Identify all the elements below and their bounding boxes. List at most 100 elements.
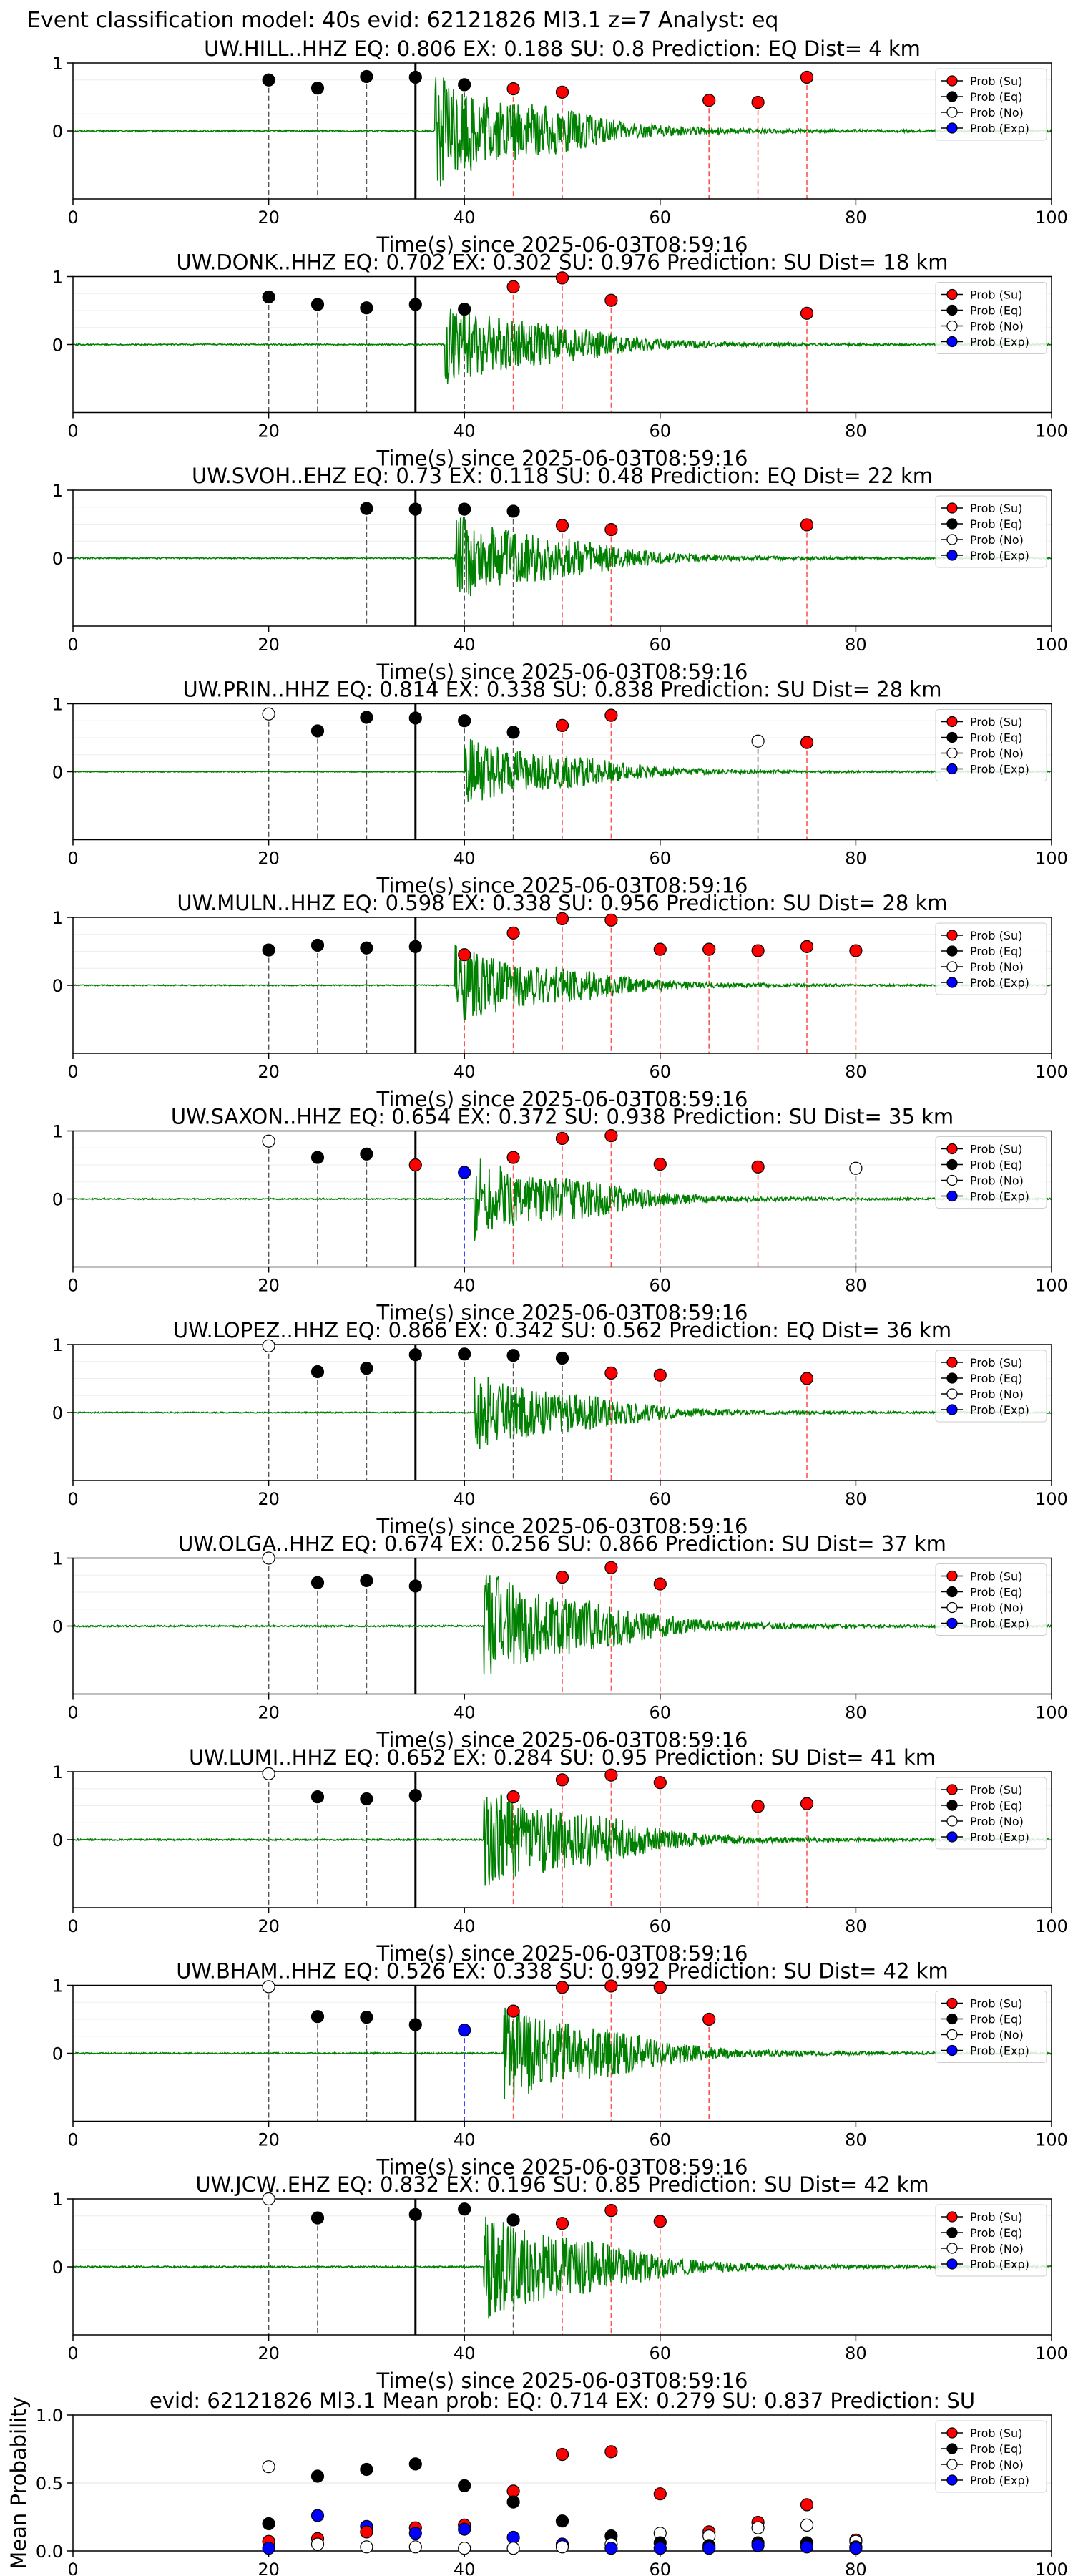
point-su [800, 1797, 814, 1810]
point-su [800, 2498, 814, 2512]
legend-marker-su [946, 288, 958, 301]
point-su [604, 293, 618, 307]
point-su [555, 1773, 569, 1787]
point-eq [506, 2213, 520, 2227]
y-tick-label: 1 [52, 1335, 63, 1355]
x-tick-label: 0 [67, 849, 78, 869]
legend-label: Prob (No) [970, 1601, 1024, 1615]
point-eq [310, 1365, 325, 1379]
point-eq [360, 301, 373, 315]
y-tick-label: 1 [52, 54, 63, 74]
point-su [604, 2204, 618, 2218]
y-tick-label: 0 [52, 336, 63, 356]
x-axis-label: Time(s) since 2025-06-03T08:59:16 [376, 660, 748, 684]
x-axis-label: Time(s) since 2025-06-03T08:59:16 [376, 874, 748, 898]
point-su [506, 1790, 520, 1804]
x-tick-label: 100 [1035, 208, 1068, 228]
point-exp [751, 2539, 765, 2552]
y-tick-label: 0 [52, 549, 63, 569]
x-tick-label: 20 [258, 635, 280, 655]
legend-label: Prob (Exp) [970, 1617, 1029, 1631]
x-tick-label: 100 [1035, 421, 1068, 441]
subplot-1: UW.HILL..HHZ EQ: 0.806 EX: 0.188 SU: 0.8… [52, 36, 1068, 257]
x-tick-label: 40 [454, 421, 476, 441]
legend-label: Prob (No) [970, 960, 1024, 974]
point-eq [310, 724, 325, 738]
point-no [262, 1134, 275, 1148]
y-tick-label: 1 [52, 268, 63, 288]
legend-box [935, 1563, 1047, 1636]
point-su [604, 1979, 618, 1993]
point-eq [408, 2018, 422, 2031]
point-su [360, 2525, 373, 2539]
legend-label: Prob (Exp) [970, 1190, 1029, 1204]
point-eq [360, 1147, 373, 1161]
x-axis-label: Time(s) since 2025-06-03T08:59:16 [376, 1301, 748, 1325]
point-su [555, 1981, 569, 1994]
point-no [262, 1551, 275, 1565]
y-tick-label: 0.0 [36, 2542, 63, 2562]
point-eq [310, 2469, 325, 2483]
point-exp [458, 2024, 471, 2037]
subplot-title: evid: 62121826 Ml3.1 Mean prob: EQ: 0.71… [150, 2389, 975, 2413]
x-tick-label: 60 [650, 849, 672, 869]
legend-marker-su [946, 502, 958, 514]
point-eq [458, 303, 471, 316]
point-no [310, 2537, 325, 2551]
point-no [751, 2521, 765, 2534]
y-tick-label: 0 [52, 1403, 63, 1423]
subplot-title: UW.OLGA..HHZ EQ: 0.674 EX: 0.256 SU: 0.8… [178, 1532, 946, 1556]
point-su [702, 94, 716, 107]
legend-marker-su [946, 716, 958, 728]
point-su [555, 1571, 569, 1584]
legend-label: Prob (Eq) [970, 517, 1022, 531]
legend-box [935, 68, 1047, 141]
x-tick-label: 80 [845, 2130, 867, 2150]
x-tick-label: 0 [67, 1489, 78, 1509]
point-exp [408, 2527, 422, 2540]
legend-label: Prob (Exp) [970, 122, 1029, 135]
x-tick-label: 20 [258, 2560, 280, 2576]
legend-marker-no [946, 747, 958, 759]
point-no [408, 2540, 422, 2554]
legend-label: Prob (Exp) [970, 2258, 1029, 2271]
point-no [800, 2518, 814, 2532]
point-su [702, 942, 716, 956]
x-tick-label: 40 [454, 1276, 476, 1296]
legend-marker-su [946, 1784, 958, 1795]
legend-marker-exp [946, 1404, 958, 1415]
point-su [506, 2484, 520, 2498]
x-tick-label: 100 [1035, 849, 1068, 869]
x-tick-label: 0 [67, 208, 78, 228]
point-no [262, 2192, 275, 2206]
legend-marker-no [946, 2243, 958, 2254]
legend-marker-su [946, 2211, 958, 2223]
point-su [506, 1151, 520, 1164]
point-eq [408, 298, 422, 311]
legend-marker-no [946, 320, 958, 332]
subplot-title: UW.JCW..EHZ EQ: 0.832 EX: 0.196 SU: 0.85… [195, 2172, 929, 2197]
point-no [506, 2542, 520, 2555]
point-exp [458, 2522, 471, 2536]
point-eq [262, 290, 275, 304]
x-tick-label: 60 [650, 1276, 672, 1296]
x-tick-label: 20 [258, 2130, 280, 2150]
legend-marker-no [946, 1601, 958, 1614]
legend-label: Prob (Eq) [970, 2226, 1022, 2240]
legend-marker-exp [946, 1190, 958, 1202]
legend-marker-su [946, 2427, 958, 2439]
y-tick-label: 1 [52, 481, 63, 501]
x-tick-label: 100 [1035, 2130, 1068, 2150]
subplot-6: UW.SAXON..HHZ EQ: 0.654 EX: 0.372 SU: 0.… [52, 1105, 1068, 1325]
point-no [262, 707, 275, 721]
legend-box [935, 2420, 1047, 2493]
subplot-title: UW.SAXON..HHZ EQ: 0.654 EX: 0.372 SU: 0.… [171, 1105, 954, 1129]
subplot-2: UW.DONK..HHZ EQ: 0.702 EX: 0.302 SU: 0.9… [52, 250, 1068, 471]
point-no [555, 2540, 569, 2554]
x-tick-label: 20 [258, 849, 280, 869]
x-tick-label: 100 [1035, 635, 1068, 655]
legend-label: Prob (Eq) [970, 1586, 1022, 1599]
point-su [604, 2445, 618, 2459]
y-tick-label: 0 [52, 1617, 63, 1637]
